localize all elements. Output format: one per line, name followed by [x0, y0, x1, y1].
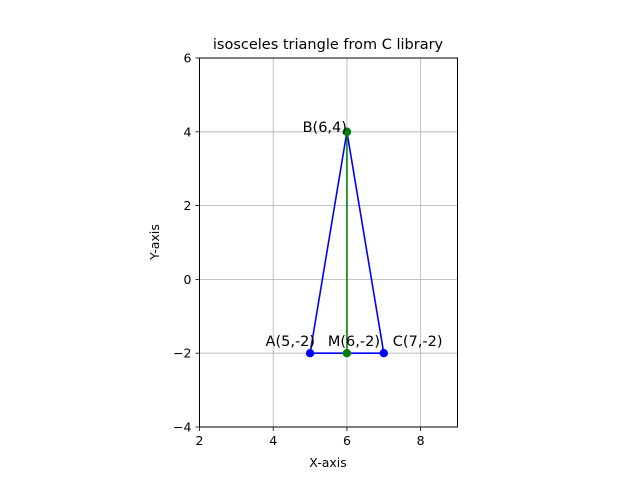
data-layer: [305, 127, 388, 358]
chart-title: isosceles triangle from C library: [213, 37, 444, 53]
x-tick-label: 2: [196, 433, 204, 448]
median-start-marker: [342, 127, 352, 136]
point-label: B(6,4): [303, 120, 347, 136]
point-label-layer: A(5,-2) B(6,4) C(7,-2) M(6,-2): [266, 120, 443, 350]
point-label: A(5,-2): [266, 334, 316, 350]
point-label: M(6,-2): [328, 334, 380, 350]
axes-frame: [199, 57, 458, 428]
x-tick-label: 6: [343, 433, 351, 448]
y-axis-label: Y-axis: [147, 224, 162, 261]
y-tick-label: 0: [184, 272, 192, 287]
y-tick-label: −4: [173, 420, 191, 435]
x-axis-label: X-axis: [309, 455, 347, 470]
point-label: C(7,-2): [393, 334, 443, 350]
x-tick-label: 8: [417, 433, 425, 448]
median-end-marker: [342, 349, 352, 358]
tick-layer: 2 4 6 8 −4 −2 0 2 4 6: [173, 51, 425, 449]
triangle-vertex-marker: [379, 349, 388, 358]
triangle-vertex-marker: [305, 349, 315, 358]
y-tick-label: 4: [184, 124, 192, 139]
y-tick-label: 6: [184, 51, 192, 66]
y-tick-label: −2: [173, 346, 191, 361]
y-tick-label: 2: [184, 198, 192, 213]
x-tick-label: 4: [269, 433, 277, 448]
